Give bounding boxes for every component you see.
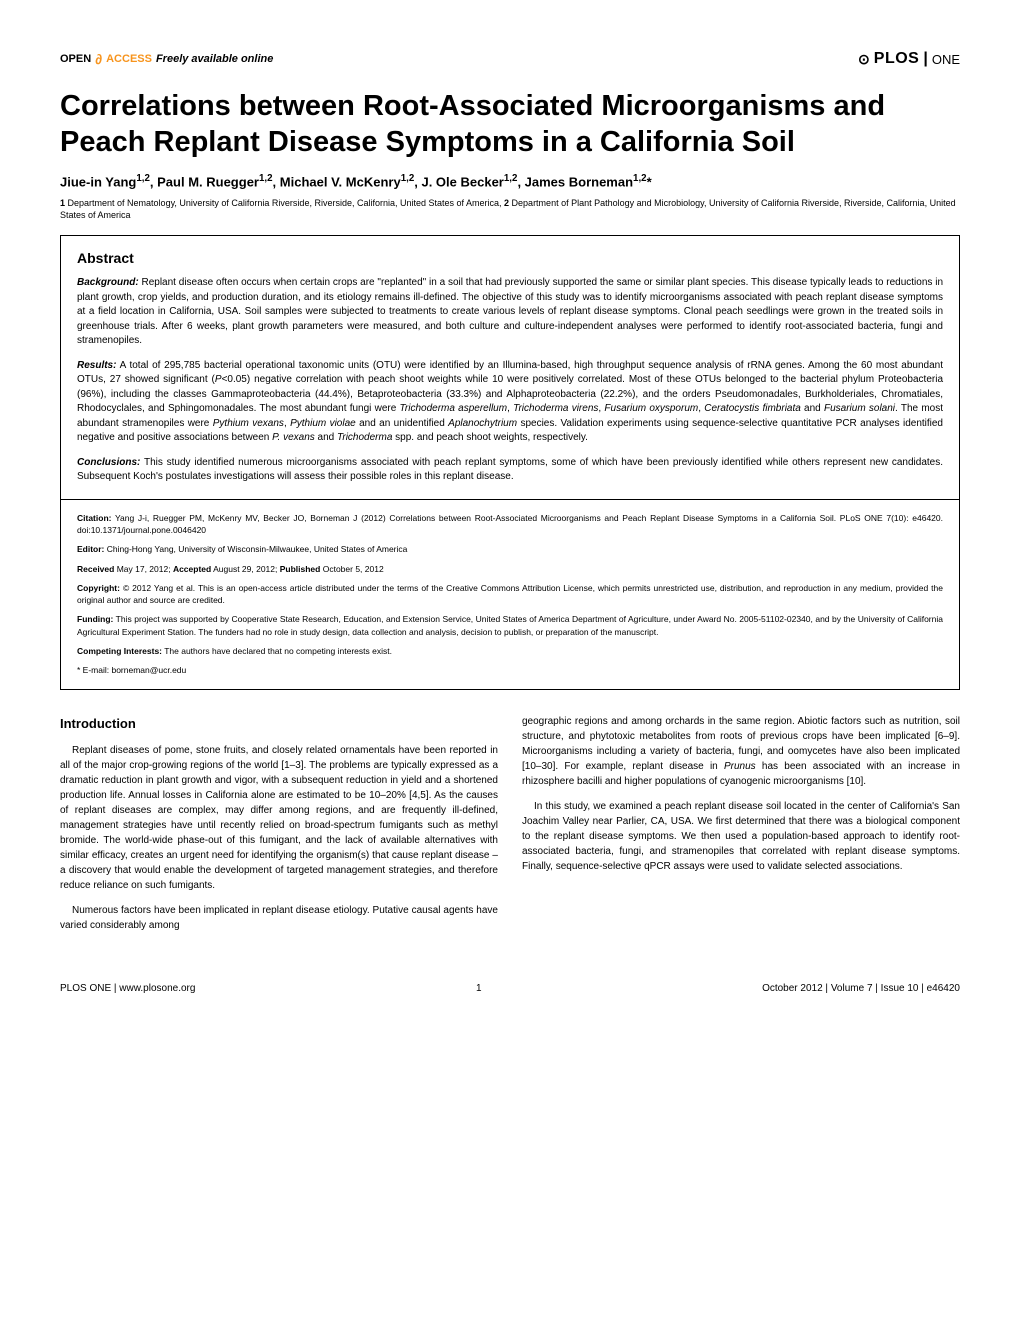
abstract-conclusions: Conclusions: This study identified numer… (77, 456, 943, 485)
competing-label: Competing Interests: (77, 646, 162, 656)
left-column: Introduction Replant diseases of pome, s… (60, 714, 498, 944)
competing-line: Competing Interests: The authors have de… (77, 645, 943, 657)
intro-p2: Numerous factors have been implicated in… (60, 903, 498, 933)
abstract-background: Background: Replant disease often occurs… (77, 276, 943, 349)
authors-list: Jiue-in Yang1,2, Paul M. Ruegger1,2, Mic… (60, 173, 960, 189)
intro-p4: In this study, we examined a peach repla… (522, 799, 960, 874)
page-header: OPEN ∂ ACCESS Freely available online ⊙ … (60, 50, 960, 68)
conclusions-text: This study identified numerous microorga… (77, 457, 943, 483)
conclusions-label: Conclusions: (77, 457, 140, 468)
body-columns: Introduction Replant diseases of pome, s… (60, 714, 960, 944)
abstract-results: Results: A total of 295,785 bacterial op… (77, 359, 943, 446)
published-label: Published (280, 564, 321, 574)
competing-text: The authors have declared that no compet… (162, 646, 392, 656)
citation-text: Yang J-i, Ruegger PM, McKenry MV, Becker… (77, 513, 943, 535)
intro-p1: Replant diseases of pome, stone fruits, … (60, 743, 498, 893)
footer-left: PLOS ONE | www.plosone.org (60, 983, 195, 994)
plos-icon: ⊙ (858, 51, 870, 68)
open-text: OPEN (60, 53, 91, 65)
abstract-heading: Abstract (77, 250, 943, 266)
published-text: October 5, 2012 (320, 564, 383, 574)
open-access-badge: OPEN ∂ ACCESS Freely available online (60, 51, 273, 67)
copyright-line: Copyright: © 2012 Yang et al. This is an… (77, 582, 943, 607)
editor-text: Ching-Hong Yang, University of Wisconsin… (104, 544, 407, 554)
introduction-heading: Introduction (60, 714, 498, 734)
affiliations: 1 Department of Nematology, University o… (60, 197, 960, 221)
results-label: Results: (77, 360, 116, 371)
received-text: May 17, 2012; (114, 564, 173, 574)
page-container: OPEN ∂ ACCESS Freely available online ⊙ … (0, 0, 1020, 1024)
lock-icon: ∂ (95, 51, 102, 67)
funding-text: This project was supported by Cooperativ… (77, 614, 943, 636)
plos-divider: | (923, 50, 927, 68)
intro-p3: geographic regions and among orchards in… (522, 714, 960, 789)
article-title: Correlations between Root-Associated Mic… (60, 88, 960, 161)
abstract-box: Abstract Background: Replant disease oft… (60, 235, 960, 500)
background-label: Background: (77, 277, 139, 288)
background-text: Replant disease often occurs when certai… (77, 277, 943, 346)
freely-text: Freely available online (156, 53, 273, 65)
editor-line: Editor: Ching-Hong Yang, University of W… (77, 543, 943, 555)
plos-one-text: ONE (932, 52, 960, 67)
email-line: * E-mail: borneman@ucr.edu (77, 664, 943, 676)
copyright-text: © 2012 Yang et al. This is an open-acces… (77, 583, 943, 605)
footer-page-number: 1 (476, 983, 482, 994)
access-text: ACCESS (106, 53, 152, 65)
page-footer: PLOS ONE | www.plosone.org 1 October 201… (60, 983, 960, 994)
copyright-label: Copyright: (77, 583, 120, 593)
funding-label: Funding: (77, 614, 113, 624)
plos-text: PLOS (874, 50, 920, 68)
funding-line: Funding: This project was supported by C… (77, 613, 943, 638)
received-label: Received (77, 564, 114, 574)
editor-label: Editor: (77, 544, 104, 554)
accepted-label: Accepted (173, 564, 211, 574)
footer-right: October 2012 | Volume 7 | Issue 10 | e46… (762, 983, 960, 994)
right-column: geographic regions and among orchards in… (522, 714, 960, 944)
results-text: A total of 295,785 bacterial operational… (77, 360, 943, 444)
metadata-box: Citation: Yang J-i, Ruegger PM, McKenry … (60, 500, 960, 690)
citation-label: Citation: (77, 513, 111, 523)
accepted-text: August 29, 2012; (211, 564, 280, 574)
dates-line: Received May 17, 2012; Accepted August 2… (77, 563, 943, 575)
email-text: * E-mail: borneman@ucr.edu (77, 665, 186, 675)
plos-logo: ⊙ PLOS | ONE (858, 50, 960, 68)
citation-line: Citation: Yang J-i, Ruegger PM, McKenry … (77, 512, 943, 537)
